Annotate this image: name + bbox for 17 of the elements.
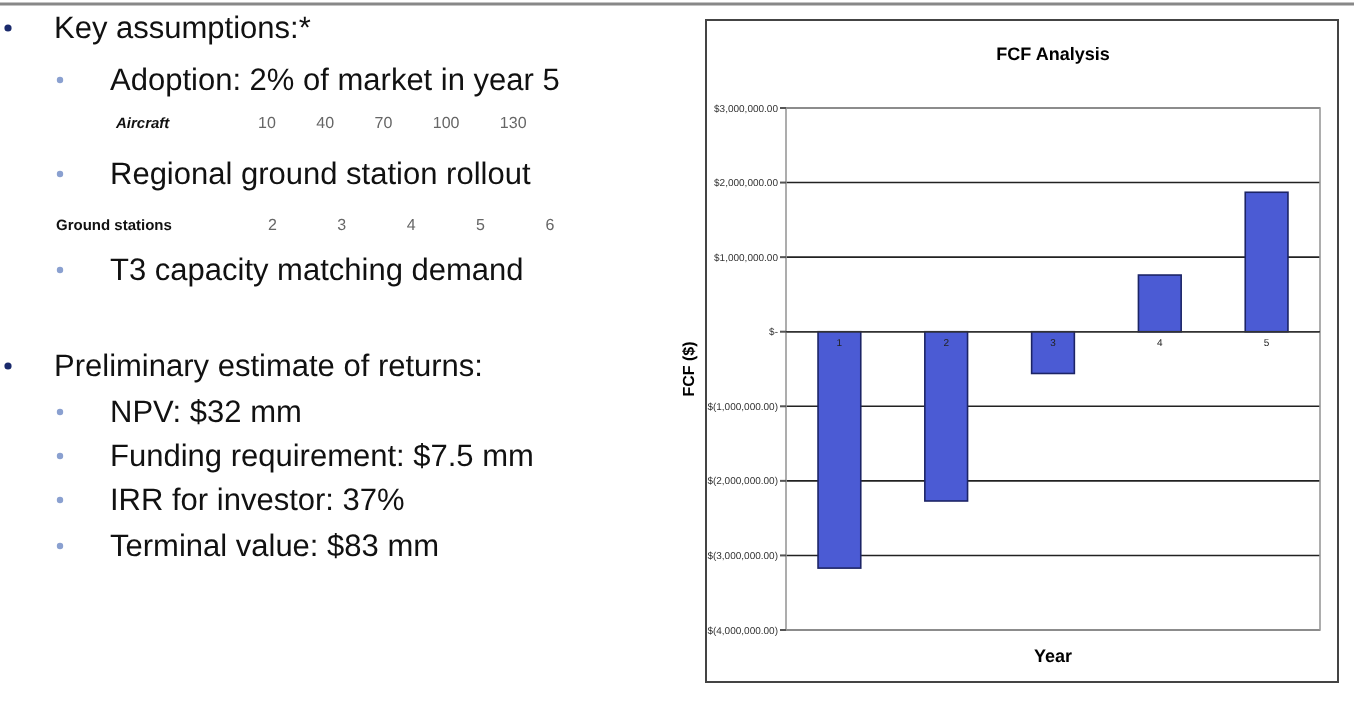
text: Terminal value: $83 mm: [110, 530, 440, 564]
text: IRR for investor: 37%: [110, 484, 406, 518]
text: Preliminary estimate of returns:: [54, 350, 483, 384]
text: Regional ground station rollout: [110, 158, 532, 192]
bar: [1137, 274, 1182, 333]
bar: [924, 330, 969, 502]
chart-title: FCF Analysis: [996, 44, 1110, 64]
text: Funding requirement: $7.5 mm: [110, 440, 534, 474]
text: Key assumptions:*: [54, 12, 311, 46]
text: T3 capacity matching demand: [110, 254, 524, 288]
text: Adoption: 2% of market in year 5: [110, 64, 560, 98]
bar: [1244, 191, 1289, 333]
text: NPV: $32 mm: [110, 396, 302, 430]
bar: [1030, 330, 1076, 375]
y-axis-title: FCF ($): [680, 340, 698, 397]
bar: [817, 330, 862, 569]
x-axis-title: Year: [1033, 646, 1073, 666]
